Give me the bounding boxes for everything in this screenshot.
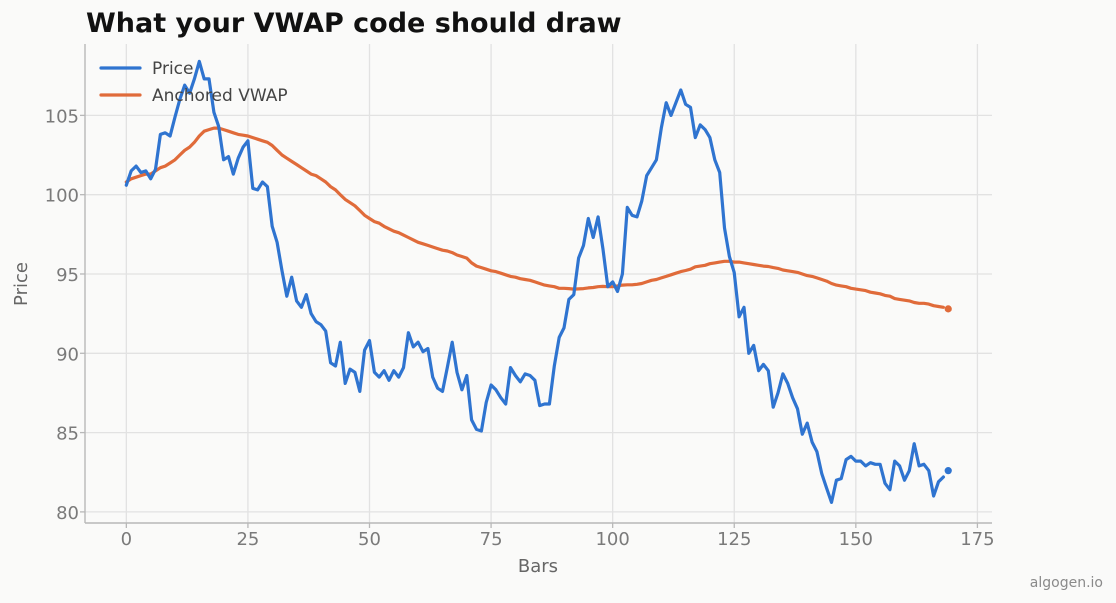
x-axis-label: Bars bbox=[518, 556, 558, 577]
y-axis-label: Price bbox=[11, 262, 32, 306]
legend-label-anchored-vwap: Anchored VWAP bbox=[152, 86, 288, 106]
y-tick-label: 95 bbox=[56, 265, 79, 286]
watermark: algogen.io bbox=[1030, 575, 1103, 591]
series bbox=[124, 59, 952, 504]
y-tick-label: 105 bbox=[45, 106, 79, 127]
chart-title: What your VWAP code should draw bbox=[86, 8, 622, 39]
end-point-price bbox=[944, 467, 952, 475]
x-tick-label: 75 bbox=[480, 529, 503, 550]
series-line-price bbox=[124, 59, 945, 504]
legend-label-price: Price bbox=[152, 59, 193, 79]
y-tick-label: 100 bbox=[45, 186, 79, 207]
x-tick-label: 125 bbox=[717, 529, 751, 550]
x-tick-label: 150 bbox=[839, 529, 873, 550]
y-ticks: 80 85 90 95 100 105 bbox=[45, 106, 85, 524]
axes bbox=[84, 44, 992, 524]
x-tick-label: 50 bbox=[358, 529, 381, 550]
legend: Price Anchored VWAP bbox=[99, 59, 288, 106]
x-ticks: 0 25 50 75 100 125 150 175 bbox=[121, 523, 995, 550]
grid bbox=[85, 44, 992, 523]
x-tick-label: 100 bbox=[595, 529, 629, 550]
x-tick-label: 25 bbox=[236, 529, 259, 550]
series-line-anchored-vwap bbox=[124, 126, 945, 309]
y-tick-label: 80 bbox=[56, 503, 79, 524]
end-point-anchored-vwap bbox=[944, 305, 952, 313]
y-tick-label: 90 bbox=[56, 344, 79, 365]
x-tick-label: 175 bbox=[960, 529, 994, 550]
y-tick-label: 85 bbox=[56, 424, 79, 445]
x-tick-label: 0 bbox=[121, 529, 132, 550]
